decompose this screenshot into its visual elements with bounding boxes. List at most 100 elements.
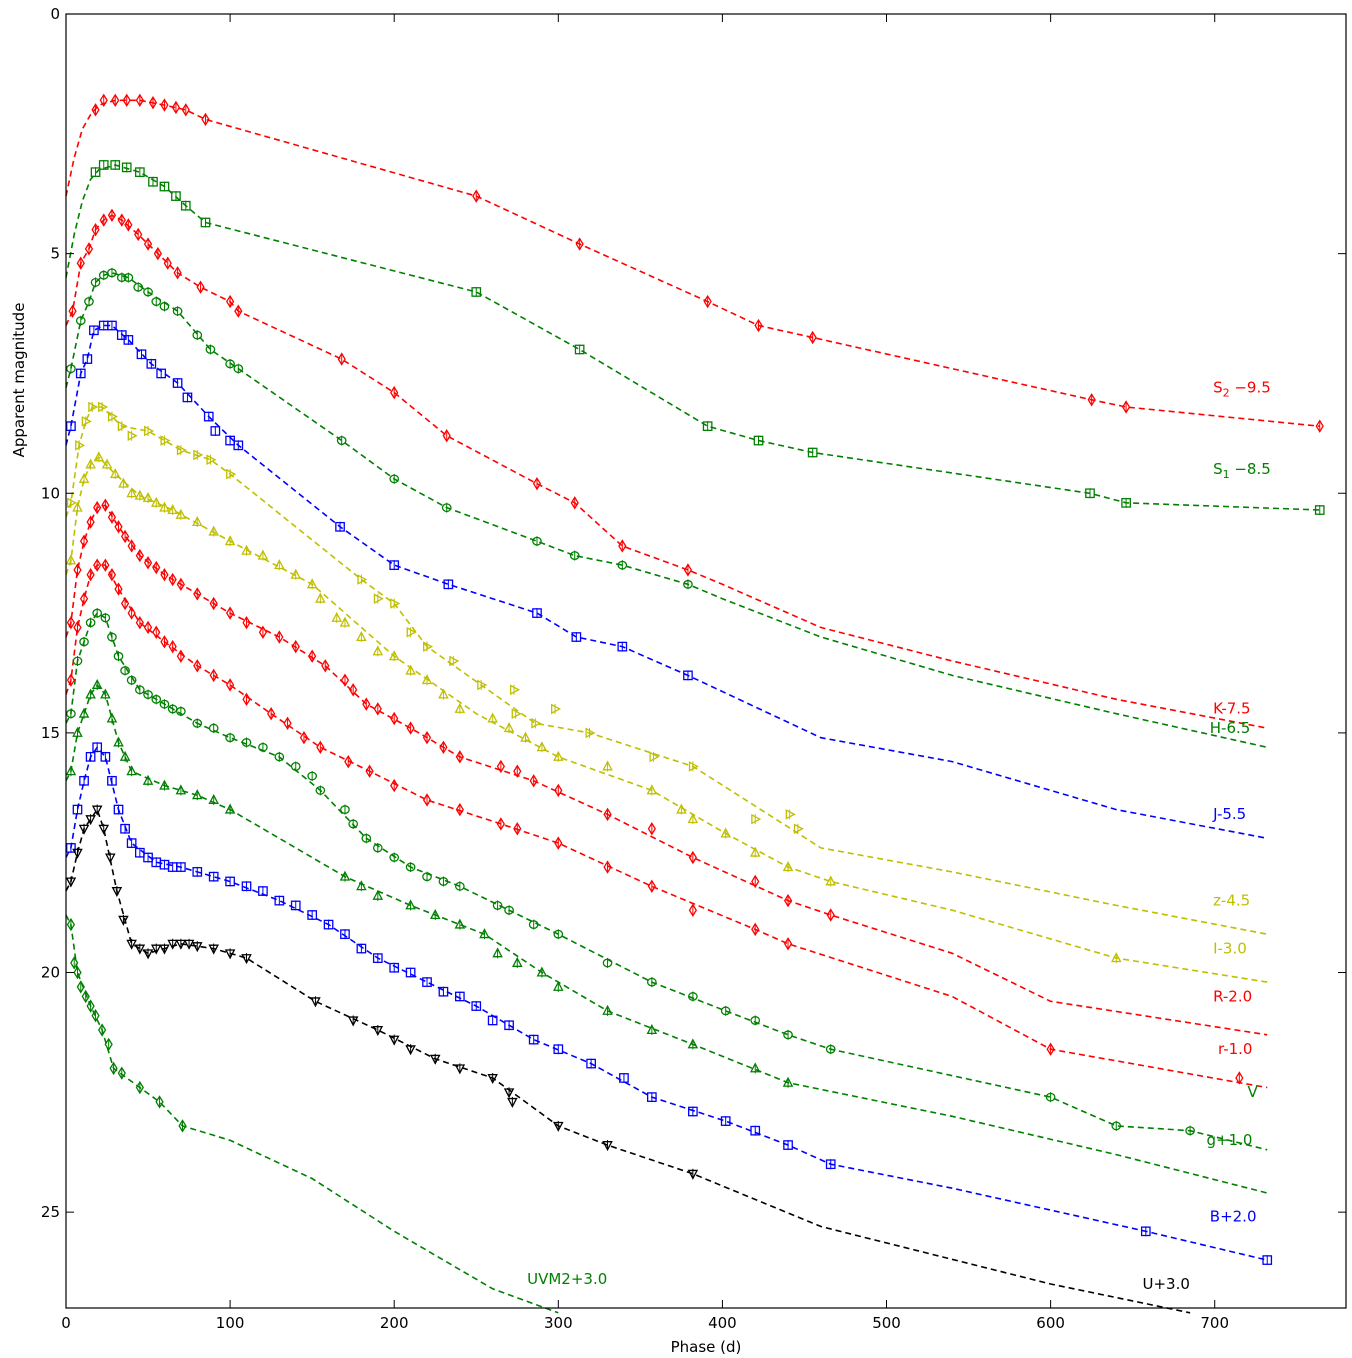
series-markers: [65, 93, 1325, 1266]
point-8-4: [93, 558, 102, 572]
point-7-9: [127, 539, 136, 553]
point-8-17: [209, 668, 218, 683]
point-3-22: [617, 560, 628, 570]
point-12-17: [192, 942, 203, 953]
point-11-31: [438, 986, 449, 997]
series-curve-1: [65, 164, 1320, 511]
point-5-17: [406, 626, 417, 638]
point-8-30: [513, 822, 522, 836]
point-12-31: [553, 1121, 564, 1132]
point-12-7: [111, 887, 123, 898]
point-5-22: [511, 708, 522, 719]
x-tick-label: 400: [708, 1314, 737, 1332]
point-7-0: [66, 615, 76, 630]
point-11-21: [274, 895, 285, 906]
point-7-44: [1046, 1042, 1055, 1056]
point-8-10: [135, 615, 144, 630]
point-5-1: [75, 440, 86, 451]
point-4-10: [156, 368, 167, 379]
point-11-28: [389, 962, 400, 973]
point-8-16: [193, 659, 202, 673]
point-11-9: [126, 838, 137, 848]
point-3-1: [75, 316, 86, 326]
point-11-4: [92, 742, 103, 753]
point-9-17: [208, 723, 219, 733]
series-label-5: z-4.5: [1213, 891, 1250, 909]
point-6-40: [676, 803, 687, 814]
point-6-1: [72, 501, 83, 512]
point-2-11: [163, 256, 172, 270]
point-8-36: [783, 937, 793, 951]
point-6-39: [646, 784, 658, 795]
point-11-23: [307, 910, 318, 920]
point-12-2: [78, 824, 90, 835]
point-13-3: [76, 980, 85, 994]
point-6-42: [720, 827, 731, 838]
point-6-26: [356, 631, 367, 642]
series-label-13: UVM2+3.0: [527, 1270, 607, 1288]
point-9-45: [1045, 1092, 1056, 1102]
point-8-32: [603, 860, 612, 874]
point-10-22: [479, 928, 490, 939]
point-11-33: [471, 1001, 482, 1011]
point-10-24: [512, 956, 523, 967]
point-7-28: [373, 702, 382, 716]
point-4-20: [532, 608, 542, 618]
point-12-22: [347, 1016, 359, 1027]
point-6-30: [421, 674, 433, 685]
point-12-25: [405, 1045, 416, 1056]
plot-area: [66, 14, 1346, 1308]
point-12-28: [487, 1073, 498, 1084]
point-0-9: [201, 112, 210, 127]
point-8-26: [390, 778, 399, 793]
point-6-2: [78, 472, 90, 483]
point-1-16: [1121, 497, 1131, 508]
point-9-23: [307, 771, 318, 781]
point-7-17: [209, 596, 218, 611]
point-8-8: [120, 596, 130, 611]
point-9-10: [134, 685, 145, 695]
y-tick-label: 5: [50, 245, 60, 263]
series-labels: S2 −9.5 S1 −8.5 K-7.5H-6.5 J-5.5 z-4.5 I-3.0 R…: [527, 379, 1271, 1293]
point-12-11: [142, 949, 154, 960]
point-4-12: [182, 392, 193, 403]
point-7-40: [688, 850, 697, 865]
point-10-8: [119, 750, 131, 761]
point-13-8: [104, 1037, 113, 1052]
point-7-43: [826, 908, 835, 922]
point-9-31: [422, 872, 432, 882]
point-9-21: [274, 752, 285, 762]
point-11-34: [487, 1015, 498, 1026]
point-6-28: [388, 650, 400, 661]
point-9-15: [176, 706, 186, 716]
point-8-20: [267, 707, 276, 721]
x-tick-label: 300: [544, 1314, 573, 1332]
point-9-1: [72, 656, 83, 666]
point-10-25: [536, 966, 548, 977]
point-0-2: [111, 93, 120, 107]
point-11-42: [720, 1116, 731, 1126]
point-10-2: [78, 707, 90, 718]
plot-frame: [65, 13, 1347, 1309]
point-10-0: [65, 765, 77, 776]
point-7-13: [160, 568, 169, 582]
series-label-8: r-1.0: [1218, 1040, 1252, 1058]
point-6-0: [65, 554, 77, 565]
point-11-41: [688, 1106, 698, 1117]
point-10-19: [405, 899, 416, 910]
point-6-14: [175, 508, 187, 519]
point-11-35: [504, 1020, 514, 1031]
point-2-18: [442, 429, 451, 443]
point-6-44: [782, 861, 794, 872]
x-tick-label: 700: [1200, 1314, 1229, 1332]
point-6-4: [93, 451, 105, 462]
point-10-16: [339, 870, 351, 881]
point-4-16: [233, 440, 244, 451]
point-9-7: [113, 651, 124, 661]
point-9-27: [361, 833, 372, 843]
point-12-32: [602, 1141, 613, 1152]
point-1-9: [200, 217, 211, 228]
point-1-10: [471, 287, 482, 297]
series-label-6: I-3.0: [1213, 939, 1247, 957]
point-11-29: [405, 967, 416, 978]
